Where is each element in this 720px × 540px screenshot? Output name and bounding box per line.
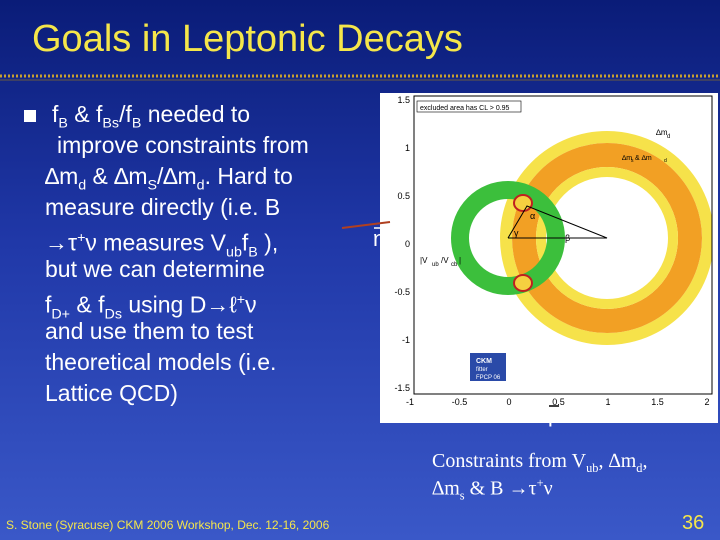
text-line: Constraints from Vub, ∆md, bbox=[432, 450, 647, 476]
text-run: d bbox=[636, 461, 643, 475]
figure-label: -0.5 bbox=[452, 397, 468, 407]
figure-label: excluded area has CL > 0.95 bbox=[420, 105, 510, 112]
figure-label: ∆m bbox=[656, 128, 668, 137]
text-run: D+ bbox=[51, 306, 71, 323]
figure-label: 0.5 bbox=[552, 397, 565, 407]
figure-label: 0.5 bbox=[397, 191, 410, 201]
footer: S. Stone (Syracuse) CKM 2006 Workshop, D… bbox=[6, 518, 330, 532]
text-run: ), bbox=[257, 229, 279, 256]
text-run: Bs bbox=[102, 115, 120, 132]
figure-label: & ∆m bbox=[635, 155, 652, 162]
figure-label: η bbox=[373, 226, 385, 251]
text-run: . Hard to bbox=[204, 163, 293, 189]
text-run: using D→ℓ bbox=[121, 291, 237, 318]
figure-label: FPCP 06 bbox=[476, 375, 501, 381]
figure-label: β bbox=[565, 233, 570, 243]
text-line: but we can determine bbox=[45, 256, 265, 282]
text-run: Ds bbox=[104, 306, 122, 323]
text-run: f bbox=[241, 229, 249, 256]
figure-label: -1.5 bbox=[394, 383, 410, 393]
text-run: ∆m bbox=[45, 163, 79, 189]
text-line: fB & fBs/fB needed to bbox=[52, 101, 250, 137]
figure-label: d bbox=[667, 134, 670, 140]
text-line: measure directly (i.e. B bbox=[45, 194, 280, 220]
text-run: & ∆m bbox=[86, 163, 148, 189]
figure-label: 1.5 bbox=[397, 95, 410, 105]
figure-label: -1 bbox=[406, 397, 414, 407]
text-run: & f bbox=[70, 291, 105, 318]
text-run: + bbox=[77, 230, 86, 246]
figure-label: cb bbox=[451, 262, 458, 268]
figure-label: 1 bbox=[405, 143, 410, 153]
text-line: →τ+ν measures VubfB ), bbox=[45, 225, 278, 265]
title-rule bbox=[0, 74, 720, 81]
text-line: and use them to test bbox=[45, 318, 253, 344]
text-run: →τ bbox=[45, 229, 78, 256]
text-run: /∆m bbox=[157, 163, 197, 189]
text-run: improve constraints from bbox=[57, 132, 309, 158]
text-run: S bbox=[147, 177, 158, 194]
figure-label: -1 bbox=[402, 335, 410, 345]
figure-label: fitter bbox=[476, 367, 488, 373]
figure-label: -0.5 bbox=[394, 287, 410, 297]
figure-label: /V bbox=[441, 256, 449, 265]
text-line: Lattice QCD) bbox=[45, 380, 178, 406]
figure-label: 2 bbox=[704, 397, 709, 407]
figure-label: | bbox=[459, 256, 461, 265]
text-line: improve constraints from bbox=[57, 132, 309, 158]
text-run: ∆m bbox=[432, 477, 460, 500]
figure-label: 0 bbox=[506, 397, 511, 407]
text-run: + bbox=[236, 292, 246, 308]
text-run: , ∆m bbox=[598, 450, 637, 472]
figure-label: 1.5 bbox=[651, 397, 664, 407]
figure-label: ρ bbox=[548, 402, 561, 427]
text-line: theoretical models (i.e. bbox=[45, 349, 276, 375]
bullet-marker bbox=[24, 110, 36, 122]
figure-label: s bbox=[631, 158, 634, 164]
text-run: /f bbox=[119, 101, 132, 127]
figure-label: ub bbox=[432, 262, 439, 268]
text-run: ub bbox=[226, 244, 242, 261]
text-run: , bbox=[642, 450, 648, 472]
text-line: ∆md & ∆mS/∆md. Hard to bbox=[45, 163, 293, 199]
text-run: & f bbox=[67, 101, 103, 127]
text-run: but we can determine bbox=[45, 256, 265, 282]
figure-label: d bbox=[664, 158, 667, 164]
text-run: ν bbox=[543, 477, 553, 500]
text-run: Constraints from V bbox=[432, 450, 587, 472]
figure-label: 1 bbox=[605, 397, 610, 407]
text-run: & B →τ bbox=[464, 477, 537, 500]
figure-label: γ bbox=[514, 228, 519, 238]
figure-label: α bbox=[530, 211, 535, 221]
text-run: ν measures V bbox=[85, 229, 227, 256]
figure-label: CKM bbox=[476, 358, 492, 365]
figure-label: 0 bbox=[405, 239, 410, 249]
text-run: and use them to test bbox=[45, 318, 254, 344]
text-run: Lattice QCD) bbox=[45, 380, 178, 406]
text-run: needed to bbox=[141, 101, 251, 127]
text-run: ub bbox=[586, 461, 599, 475]
text-run: theoretical models (i.e. bbox=[45, 349, 277, 375]
text-run: ν bbox=[245, 291, 257, 318]
text-run: d bbox=[196, 177, 205, 194]
text-line: ∆ms & B →τ+ν bbox=[432, 476, 553, 504]
text-line: fD+ & fDs using D→ℓ+ν bbox=[45, 287, 257, 327]
slide-title: Goals in Leptonic Decays bbox=[32, 18, 463, 60]
text-run: B bbox=[131, 115, 142, 132]
text-run: f bbox=[52, 101, 59, 127]
text-run: + bbox=[536, 476, 544, 490]
text-run: d bbox=[78, 177, 87, 194]
figure-label: ∆m bbox=[622, 155, 632, 162]
page-number: 36 bbox=[682, 512, 705, 534]
text-run: s bbox=[459, 488, 465, 503]
text-run: B bbox=[248, 244, 258, 261]
text-run: measure directly (i.e. B bbox=[45, 194, 281, 220]
text-run: B bbox=[58, 115, 68, 132]
text-run: f bbox=[45, 291, 52, 318]
figure-label: |V bbox=[420, 256, 428, 265]
